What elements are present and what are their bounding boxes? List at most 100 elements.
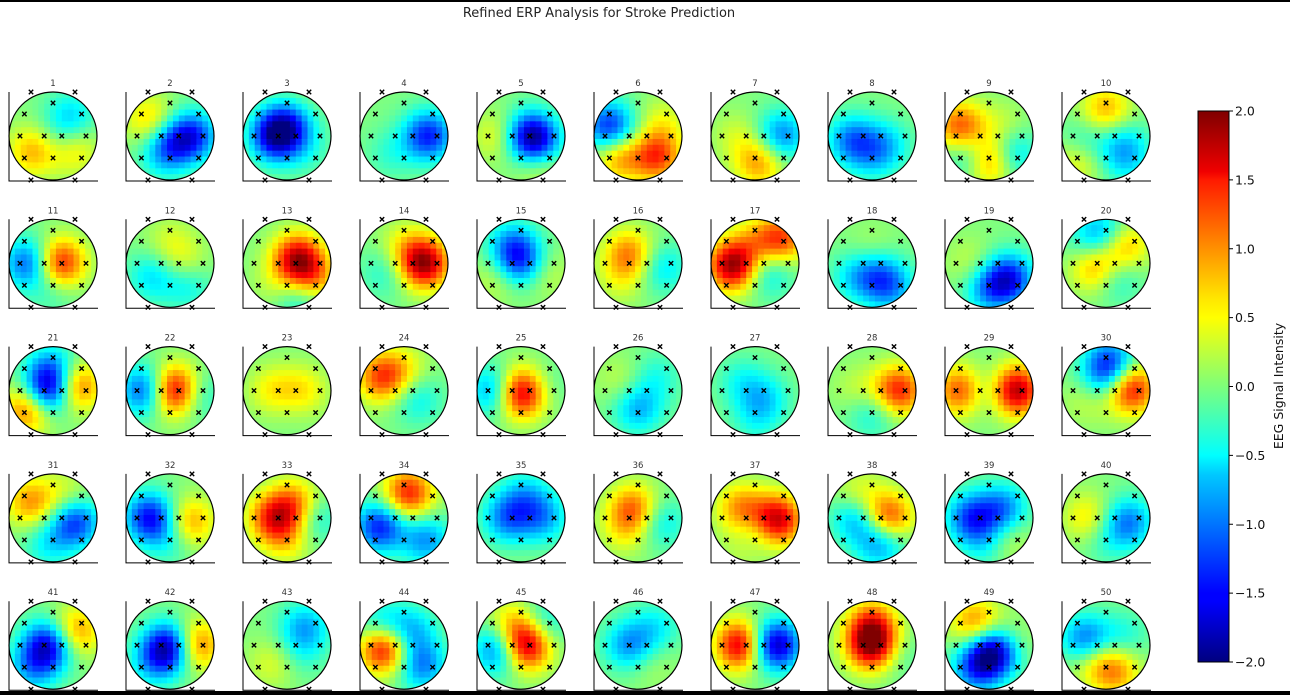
electrode-marker (255, 365, 262, 372)
electrode-marker (158, 515, 164, 521)
panel-label: 3 (284, 79, 289, 89)
electrode-marker (138, 409, 145, 416)
colorbar-tick-label: −2.0 (1235, 655, 1265, 670)
electrode-marker (1125, 559, 1131, 565)
electrode-marker (368, 642, 374, 648)
electrode-marker (59, 260, 65, 266)
electrode-marker (518, 100, 524, 106)
electrode-marker (878, 133, 884, 139)
electrode-marker (551, 515, 557, 521)
electrode-marker (774, 343, 780, 350)
electrode-marker (836, 515, 842, 521)
electrode-marker (83, 260, 89, 266)
electrode-marker (546, 111, 553, 117)
electrode-marker (730, 559, 736, 565)
electrode-marker (869, 409, 875, 416)
electrode-marker (774, 431, 780, 438)
axes-spine (944, 473, 1034, 564)
electrode-marker (392, 642, 398, 648)
electrode-marker (158, 133, 164, 139)
electrode-marker (78, 620, 85, 626)
electrode-marker (869, 482, 875, 488)
axes-spine (827, 346, 917, 437)
electrode-marker (891, 304, 897, 310)
electrode-marker (1094, 260, 1100, 266)
electrode-marker (41, 515, 47, 521)
panel-label: 43 (282, 588, 293, 598)
electrode-marker (401, 664, 407, 670)
topomap-panel: 30 (1061, 334, 1151, 438)
panel-label: 5 (518, 79, 523, 89)
electrode-marker (189, 431, 195, 438)
electrode-marker (730, 431, 736, 438)
electrode-marker (551, 133, 557, 139)
electrode-marker (626, 260, 632, 266)
electrode-marker (496, 598, 502, 604)
topomap-field (594, 601, 682, 690)
electrode-marker (752, 282, 758, 288)
electrode-marker (17, 133, 23, 139)
electrode-marker (138, 155, 145, 161)
electrode-marker (17, 515, 23, 521)
axes-spine (1061, 473, 1151, 564)
electrode-marker (719, 642, 725, 648)
electrode-marker (1094, 387, 1100, 394)
electrode-marker (50, 409, 56, 416)
electrode-marker (878, 260, 884, 266)
electrode-marker (977, 387, 983, 394)
electrode-marker (1081, 343, 1087, 350)
electrode-marker (891, 686, 897, 692)
electrode-marker (496, 431, 502, 438)
electrode-marker (176, 642, 182, 648)
electrode-marker (752, 227, 758, 233)
topomap-panel: 41 (8, 588, 98, 692)
electrode-marker (964, 431, 970, 438)
axes-spine (8, 219, 98, 309)
electrode-marker (527, 260, 533, 266)
electrode-marker (897, 537, 904, 543)
topomap-panel: 8 (827, 79, 917, 183)
electrode-marker (743, 387, 749, 394)
electrode-marker (847, 431, 853, 438)
electrode-marker (423, 598, 429, 604)
electrode-marker (606, 238, 613, 244)
electrode-marker (138, 365, 145, 372)
colorbar-tick-label: −1.0 (1235, 517, 1265, 532)
electrode-marker (59, 387, 65, 394)
electrode-marker (306, 598, 312, 604)
topomap-panel: 4 (359, 79, 449, 183)
electrode-marker (644, 133, 650, 139)
electrode-marker (293, 387, 299, 394)
electrode-marker (869, 155, 875, 161)
electrode-marker (780, 282, 787, 288)
topomap-panel: 31 (8, 461, 98, 565)
electrode-marker (663, 155, 670, 161)
electrode-marker (730, 89, 736, 95)
electrode-marker (284, 409, 290, 416)
electrode-marker (995, 133, 1001, 139)
electrode-marker (1074, 620, 1081, 626)
topomap-panel: 22 (125, 334, 215, 438)
electrode-marker (50, 155, 56, 161)
electrode-marker (860, 133, 866, 139)
electrode-marker (1131, 620, 1138, 626)
topomap-panel: 47 (710, 588, 800, 692)
topomap-panel: 44 (359, 588, 449, 692)
electrode-marker (606, 409, 613, 416)
electrode-marker (489, 493, 496, 499)
electrode-marker (379, 686, 385, 692)
topomap-panel: 15 (476, 206, 566, 310)
electrode-marker (195, 111, 202, 117)
electrode-marker (72, 343, 78, 350)
panel-label: 22 (165, 334, 176, 344)
axes-spine (827, 473, 917, 564)
electrode-marker (1019, 260, 1025, 266)
electrode-marker (392, 133, 398, 139)
electrode-marker (28, 89, 34, 95)
electrode-marker (372, 365, 379, 372)
electrode-marker (964, 177, 970, 183)
electrode-marker (78, 238, 85, 244)
electrode-marker (995, 387, 1001, 394)
electrode-marker (1131, 409, 1138, 416)
topomap-panel: 3 (242, 79, 332, 183)
